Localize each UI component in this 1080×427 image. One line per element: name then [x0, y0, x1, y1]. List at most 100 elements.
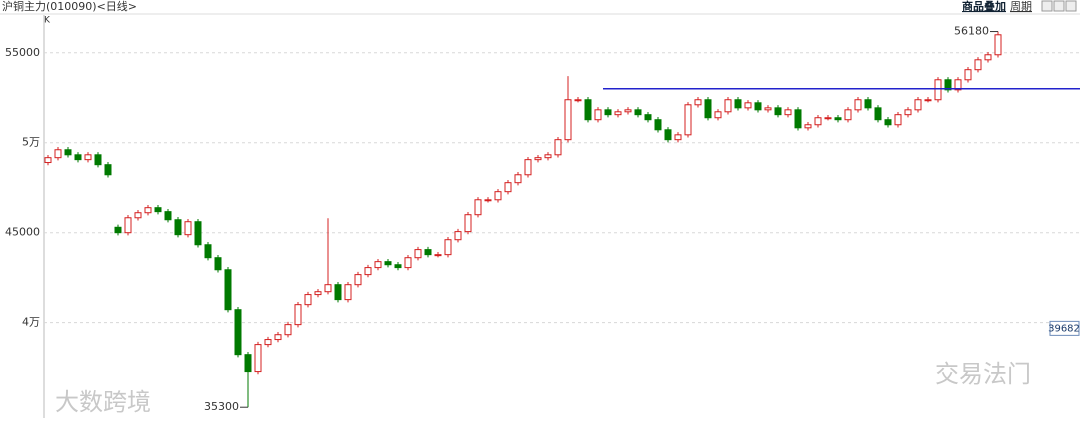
candle-body: [584, 99, 592, 121]
zoom-button[interactable]: [1065, 0, 1077, 12]
candle-body: [444, 239, 452, 256]
candle-body: [574, 99, 582, 102]
candle-body: [954, 79, 962, 91]
candle-body: [774, 107, 782, 116]
candle-body: [524, 159, 532, 176]
candle-body: [364, 267, 372, 276]
candle-body: [384, 261, 392, 266]
candle-body: [644, 114, 652, 121]
candle-body: [264, 339, 272, 346]
candle-body: [374, 261, 382, 269]
min-label: 35300: [204, 400, 239, 413]
candle-body: [714, 111, 722, 119]
candle-body: [664, 129, 672, 141]
candle-body: [844, 109, 852, 121]
overlay-button[interactable]: 商品叠加: [962, 0, 1006, 13]
candle-body: [134, 212, 142, 219]
candle-body: [304, 294, 312, 306]
candle-body: [794, 109, 802, 129]
watermark: 交易法门: [935, 360, 1031, 388]
candle-body: [654, 119, 662, 131]
candle-body: [634, 109, 642, 116]
candle-body: [464, 214, 472, 233]
candle-body: [154, 207, 162, 213]
candle-body: [804, 124, 812, 129]
candle-body: [904, 109, 912, 116]
candle-body: [174, 219, 182, 236]
candle-body: [144, 207, 152, 214]
candle-body: [84, 154, 92, 161]
candle-body: [784, 109, 792, 116]
price-box: [1049, 320, 1080, 336]
candle-body: [404, 257, 412, 269]
candle-body: [294, 304, 302, 326]
candle-body: [414, 249, 422, 259]
candle-body: [594, 109, 602, 121]
candle-body: [474, 199, 482, 216]
candle-body: [964, 69, 972, 81]
candle-body: [604, 109, 612, 116]
candle-body: [564, 99, 572, 141]
period-button[interactable]: 周期: [1010, 0, 1032, 13]
candle-body: [874, 107, 882, 121]
candle-body: [94, 154, 102, 166]
candle-body: [74, 154, 82, 161]
candle-body: [884, 119, 892, 126]
candle-body: [914, 99, 922, 111]
y-tick-label: 45000: [5, 226, 40, 239]
candle-body: [124, 217, 132, 234]
candle-body: [514, 174, 522, 184]
candle-body: [424, 249, 432, 256]
watermark: 大数跨境: [55, 388, 151, 416]
candle-body: [454, 231, 462, 241]
candle-body: [224, 269, 232, 311]
candle-body: [234, 309, 242, 356]
chart-title: 沪铜主力(010090)<日线>: [2, 0, 137, 13]
chart-kind: K: [44, 16, 51, 26]
candle-body: [484, 199, 492, 202]
candle-body: [204, 244, 212, 259]
candle-body: [864, 99, 872, 109]
candle-body: [984, 54, 992, 61]
candle-body: [944, 79, 952, 91]
candle-body: [344, 284, 352, 301]
candle-body: [354, 274, 362, 286]
candle-body: [274, 334, 282, 341]
candle-body: [974, 59, 982, 71]
candle-body: [704, 99, 712, 119]
zoom-button[interactable]: [1041, 0, 1053, 12]
candle-body: [554, 139, 562, 156]
candle-body: [184, 221, 192, 236]
candle-body: [744, 102, 752, 109]
candle-body: [614, 111, 622, 116]
candle-body: [284, 324, 292, 336]
candle-body: [694, 99, 702, 106]
candle-body: [814, 117, 822, 126]
candle-body: [924, 99, 932, 102]
candle-body: [214, 257, 222, 271]
candle-body: [854, 99, 862, 111]
candle-body: [434, 254, 442, 257]
candle-body: [194, 221, 202, 246]
candle-body: [334, 284, 342, 301]
candle-body: [624, 109, 632, 113]
candle-body: [44, 157, 52, 164]
candle-body: [244, 354, 252, 373]
candle-body: [544, 154, 552, 159]
candle-body: [934, 79, 942, 101]
candle-body: [314, 291, 322, 296]
candle-body: [164, 211, 172, 221]
zoom-button[interactable]: [1053, 0, 1065, 12]
candle-body: [54, 149, 62, 159]
candle-body: [834, 117, 842, 121]
candle-body: [734, 99, 742, 109]
y-tick-label: 55000: [5, 46, 40, 59]
candle-body: [504, 182, 512, 193]
candle-body: [104, 164, 112, 176]
candle-body: [674, 134, 682, 141]
candle-body: [994, 34, 1002, 56]
y-tick-label: 5万: [22, 136, 40, 149]
y-tick-label: 4万: [22, 316, 40, 329]
